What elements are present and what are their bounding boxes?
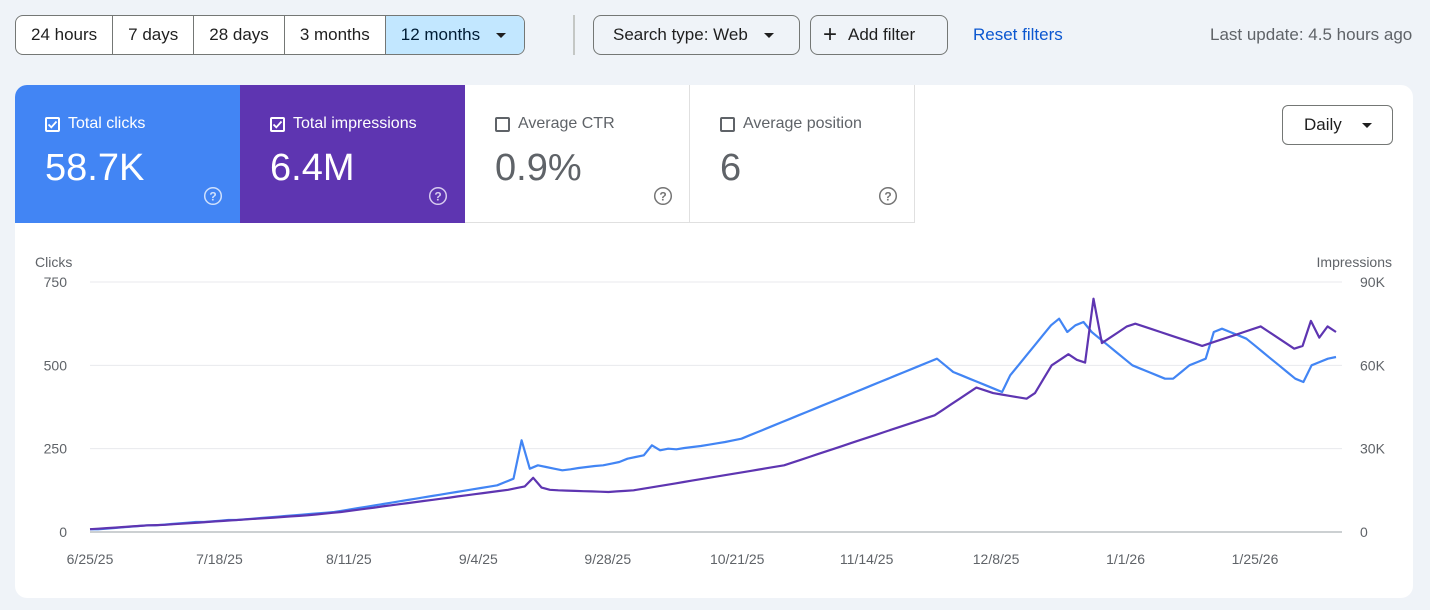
reset-filters-link[interactable]: Reset filters <box>973 25 1063 44</box>
y-right-tick-label: 90K <box>1360 274 1386 290</box>
x-tick-label: 7/18/25 <box>196 551 243 567</box>
performance-chart: 0 250 500 750 0 30K 60K 90K Clicks Impressions 6/2… <box>35 254 1392 567</box>
range-12-months-label: 12 months <box>400 25 481 44</box>
metric-total-clicks[interactable]: Total clicks 58.7K ? <box>15 85 240 223</box>
y-right-axis-title: Impressions <box>1317 254 1392 270</box>
granularity-dropdown[interactable]: Daily <box>1282 105 1393 145</box>
help-icon[interactable]: ? <box>653 186 673 206</box>
metric-average-position[interactable]: Average position 6 ? <box>690 85 915 223</box>
date-range-selector: 24 hours 7 days 28 days 3 months 12 mont… <box>15 15 526 55</box>
y-left-tick-label: 500 <box>44 357 68 373</box>
svg-text:?: ? <box>659 189 666 203</box>
y-left-tick-label: 250 <box>44 441 68 457</box>
help-icon[interactable]: ? <box>428 186 448 206</box>
range-28-days[interactable]: 28 days <box>194 16 285 54</box>
x-tick-label: 8/11/25 <box>326 551 372 567</box>
range-24-hours[interactable]: 24 hours <box>16 16 114 54</box>
y-left-axis-title: Clicks <box>35 254 72 270</box>
y-right-tick-label: 0 <box>1360 524 1368 540</box>
checkbox-unchecked-icon[interactable] <box>720 116 735 132</box>
x-tick-label: 12/8/25 <box>973 551 1020 567</box>
chevron-down-icon <box>496 32 507 38</box>
last-update-text: Last update: 4.5 hours ago <box>1210 25 1413 44</box>
x-tick-label: 1/25/26 <box>1232 551 1279 567</box>
granularity-label: Daily <box>1304 115 1342 134</box>
metric-label: Total impressions <box>293 115 417 132</box>
y-right-tick-label: 30K <box>1360 441 1386 457</box>
metric-value: 58.7K <box>45 147 145 189</box>
checkbox-unchecked-icon[interactable] <box>495 116 510 132</box>
y-right-tick-label: 60K <box>1360 357 1386 373</box>
svg-text:?: ? <box>434 189 441 203</box>
metric-value: 6.4M <box>270 147 355 189</box>
y-left-tick-label: 750 <box>44 274 68 290</box>
plus-icon: + <box>823 21 838 48</box>
x-tick-label: 1/1/26 <box>1106 551 1145 567</box>
x-tick-label: 9/28/25 <box>584 551 631 567</box>
metric-label: Average position <box>743 115 862 132</box>
search-type-label: Search type: Web <box>613 25 748 44</box>
help-icon[interactable]: ? <box>203 186 223 206</box>
x-tick-label: 10/21/25 <box>710 551 765 567</box>
metric-label: Average CTR <box>518 115 615 132</box>
metric-value: 0.9% <box>495 147 582 189</box>
metric-total-impressions[interactable]: Total impressions 6.4M ? <box>240 85 465 223</box>
checkbox-checked-icon[interactable] <box>270 116 285 132</box>
svg-text:?: ? <box>209 189 216 203</box>
y-left-tick-label: 0 <box>59 524 67 540</box>
add-filter-button[interactable]: + Add filter <box>810 15 948 55</box>
add-filter-label: Add filter <box>848 25 916 44</box>
metric-label: Total clicks <box>68 115 146 132</box>
chevron-down-icon <box>763 32 774 38</box>
x-tick-label: 9/4/25 <box>459 551 498 567</box>
range-12-months[interactable]: 12 months <box>385 16 525 54</box>
range-3-months[interactable]: 3 months <box>285 16 386 54</box>
svg-text:?: ? <box>884 189 891 203</box>
toolbar-divider <box>573 15 575 55</box>
search-type-button[interactable]: Search type: Web <box>593 15 800 55</box>
performance-card: 0 250 500 750 0 30K 60K 90K Clicks Impressions 6/2… <box>15 85 1413 598</box>
help-icon[interactable]: ? <box>878 186 898 206</box>
impressions-series-line <box>89 297 1337 531</box>
range-7-days[interactable]: 7 days <box>113 16 195 54</box>
metric-value: 6 <box>720 147 742 189</box>
x-tick-label: 6/25/25 <box>67 551 114 567</box>
clicks-series-line <box>90 317 1337 531</box>
checkbox-checked-icon[interactable] <box>45 116 60 132</box>
chevron-down-icon <box>1361 122 1372 128</box>
x-tick-label: 11/14/25 <box>840 551 894 567</box>
metric-average-ctr[interactable]: Average CTR 0.9% ? <box>465 85 690 223</box>
